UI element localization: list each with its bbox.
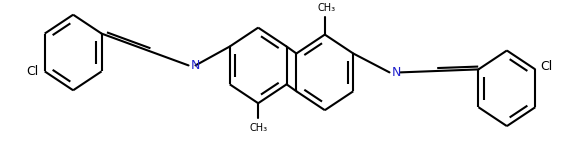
Text: N: N [191,59,200,72]
Text: CH₃: CH₃ [249,123,267,133]
Text: Cl: Cl [540,60,553,73]
Text: CH₃: CH₃ [318,3,336,13]
Text: N: N [392,66,401,79]
Text: Cl: Cl [27,65,39,78]
